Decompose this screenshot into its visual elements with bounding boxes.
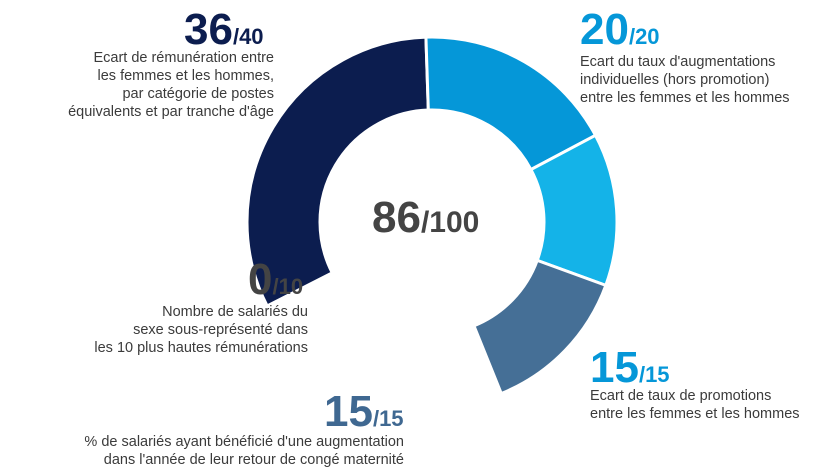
score-pay-gap: 36/40 <box>184 8 264 52</box>
score-top10: 0/10 <box>248 258 303 302</box>
score-promotions-max: /15 <box>638 362 670 387</box>
label-line: dans l'année de leur retour de congé mat… <box>103 452 404 468</box>
label-line: Nombre de salariés du <box>162 304 308 320</box>
score-raises-max: /20 <box>628 24 660 49</box>
label-line: % de salariés ayant bénéficié d'une augm… <box>84 434 404 450</box>
label-top10: Nombre de salariés du sexe sous-représen… <box>94 303 308 357</box>
score-pay-gap-max: /40 <box>232 24 264 49</box>
total-score: 86/100 <box>372 196 479 240</box>
label-line: Ecart du taux d'augmentations <box>580 54 776 70</box>
score-raises: 20/20 <box>580 8 660 52</box>
total-score-value: 86 <box>372 193 421 242</box>
label-line: les femmes et les hommes, <box>97 68 274 84</box>
score-promotions-value: 15 <box>590 343 639 392</box>
label-line: équivalents et par tranche d'âge <box>68 104 274 120</box>
label-pay-gap: Ecart de rémunération entre les femmes e… <box>68 49 274 121</box>
score-maternity-max: /15 <box>372 406 404 431</box>
label-line: entre les femmes et les hommes <box>590 406 800 422</box>
score-top10-max: /10 <box>272 274 304 299</box>
total-score-max: /100 <box>420 206 480 239</box>
donut-segment-maternity <box>472 258 608 396</box>
label-raises: Ecart du taux d'augmentations individuel… <box>580 53 790 107</box>
score-maternity-value: 15 <box>324 387 373 436</box>
label-line: Ecart de rémunération entre <box>93 50 274 66</box>
score-maternity: 15/15 <box>324 390 404 434</box>
label-line: entre les femmes et les hommes <box>580 90 790 106</box>
score-top10-value: 0 <box>248 255 273 304</box>
label-line: les 10 plus hautes rémunérations <box>94 340 308 356</box>
label-line: sexe sous-représenté dans <box>133 322 308 338</box>
label-line: Ecart de taux de promotions <box>590 388 772 404</box>
label-line: par catégorie de postes <box>122 86 274 102</box>
label-promotions: Ecart de taux de promotions entre les fe… <box>590 387 800 423</box>
score-raises-value: 20 <box>580 5 629 54</box>
score-promotions: 15/15 <box>590 346 670 390</box>
label-line: individuelles (hors promotion) <box>580 72 770 88</box>
donut-segment-pay-gap <box>245 35 430 309</box>
label-maternity: % de salariés ayant bénéficié d'une augm… <box>84 433 404 469</box>
score-pay-gap-value: 36 <box>184 5 233 54</box>
